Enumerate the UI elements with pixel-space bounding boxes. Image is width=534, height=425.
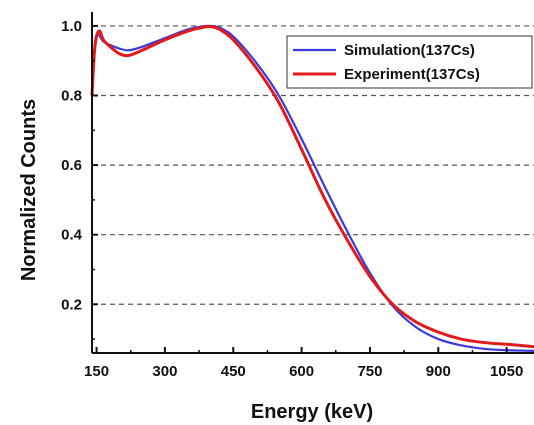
x-tick-label: 300	[152, 363, 177, 380]
x-tick-label: 450	[221, 363, 246, 380]
x-tick-label: 150	[84, 363, 109, 380]
x-axis-title: Energy (keV)	[251, 401, 373, 423]
y-tick-label: 0.6	[61, 157, 82, 174]
y-tick-label: 0.4	[61, 227, 83, 244]
series-lines	[90, 24, 534, 353]
series-line-experiment	[90, 25, 534, 349]
gridlines	[92, 25, 534, 305]
y-axis-title: Normalized Counts	[18, 99, 40, 281]
y-tick-label: 0.2	[61, 296, 82, 313]
y-tick-label: 1.0	[61, 18, 82, 35]
x-tick-label: 900	[426, 363, 451, 380]
legend-box	[286, 35, 533, 89]
legend: Simulation(137Cs) Experiment(137Cs)	[286, 35, 533, 89]
y-tick-label: 0.8	[61, 88, 82, 105]
x-tick-label: 750	[357, 363, 382, 380]
x-tick-label: 1050	[490, 363, 523, 380]
legend-label: Experiment(137Cs)	[344, 66, 480, 83]
legend-label: Simulation(137Cs)	[344, 42, 475, 59]
ticks: 0.2 0.4 0.6 0.8 1.0 150 300 450 600 750 900 1050	[61, 18, 523, 380]
x-tick-label: 600	[289, 363, 314, 380]
